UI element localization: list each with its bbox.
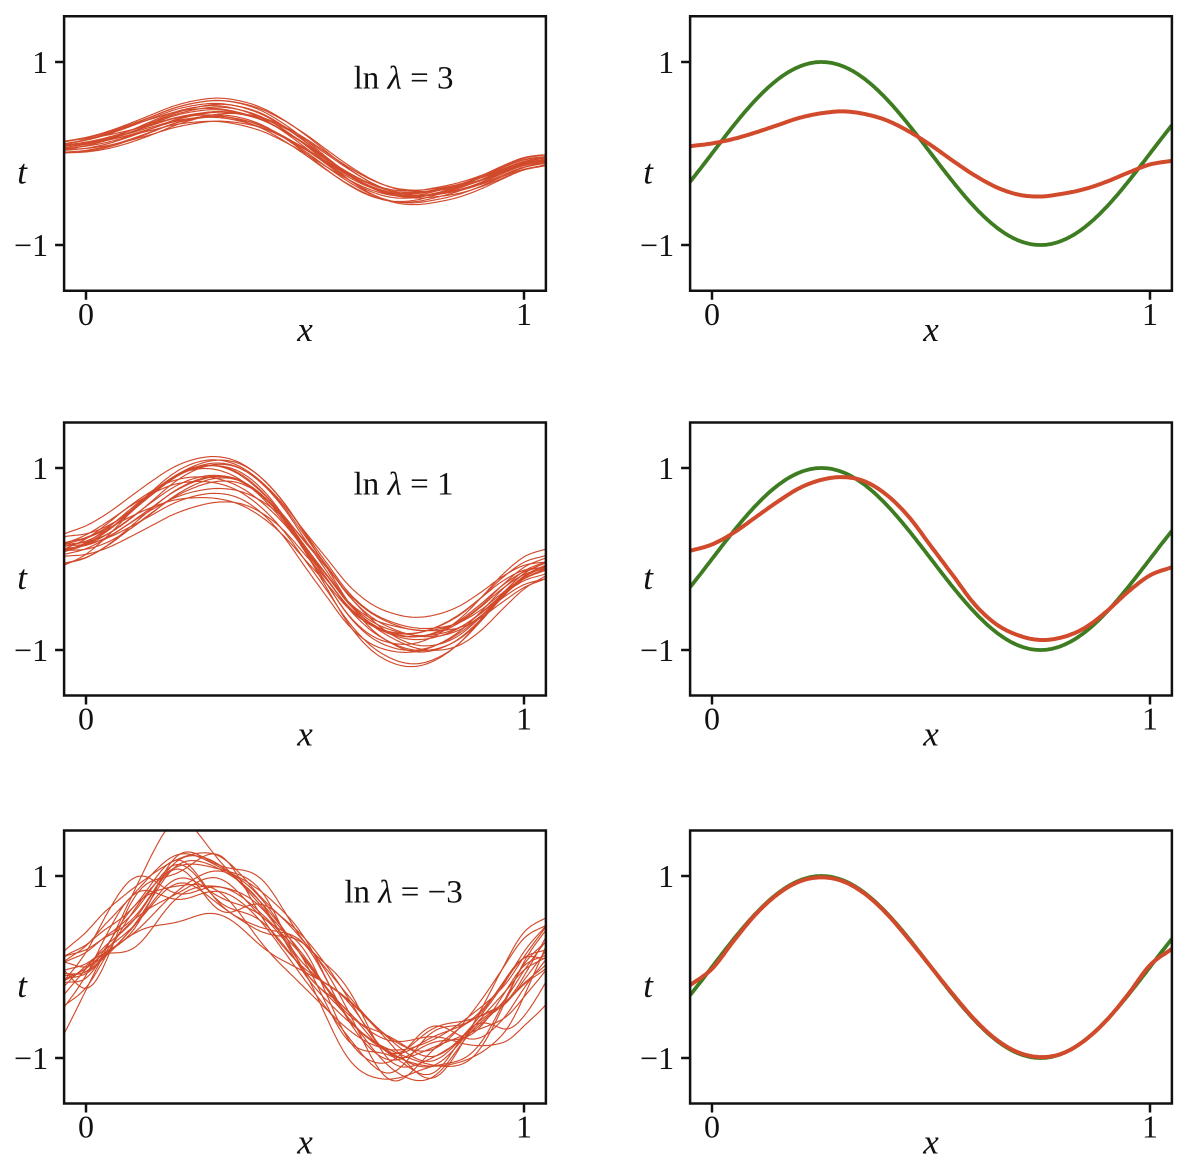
average-fit-curve (690, 475, 1172, 642)
ensemble-fit-curve (64, 882, 546, 1082)
y-tick-label: 1 (658, 450, 674, 486)
y-tick-label: 1 (32, 44, 48, 80)
x-axis-label: x (922, 310, 939, 349)
ensemble-fit-curve (64, 105, 546, 199)
x-tick-label: 0 (704, 701, 720, 737)
y-tick-label: −1 (640, 1040, 674, 1076)
axes-spine (62, 15, 548, 292)
x-tick-label: 0 (704, 1109, 720, 1145)
ensemble-fit-curve (64, 480, 546, 665)
average-fit-curve (690, 875, 1172, 1060)
ensemble-fit-curve (64, 860, 546, 1068)
ensemble-fit-curve (64, 853, 546, 1067)
x-tick-label: 1 (1142, 1109, 1158, 1145)
plot-area (690, 874, 1172, 1060)
panel-row3-right: 0 1 1 −1 x t (640, 829, 1174, 1162)
panel-row1-left: 0 1 1 −1 x t ln λ = 3 (14, 15, 548, 349)
y-axis-label: t (17, 558, 28, 597)
ensemble-fit-curve (64, 875, 546, 1067)
ensemble-fit-curve (64, 106, 546, 206)
y-axis-label: t (643, 558, 654, 597)
x-tick-label: 1 (516, 296, 532, 332)
ln-lambda-annotation: ln λ = 3 (354, 60, 454, 96)
average-fit-curve (690, 109, 1172, 199)
ensemble-fit-curve (64, 459, 546, 653)
x-axis-label: x (922, 715, 939, 754)
x-axis-label: x (922, 1123, 939, 1162)
plot-area (64, 456, 546, 668)
y-tick-label: −1 (640, 227, 674, 263)
ensemble-fit-curve (64, 456, 546, 630)
axes-spine (688, 829, 1174, 1105)
x-tick-label: 1 (1142, 296, 1158, 332)
x-tick-label: 0 (78, 701, 94, 737)
panel-row2-left: 0 1 1 −1 x t ln λ = 1 (14, 421, 548, 754)
y-tick-label: 1 (658, 858, 674, 894)
ensemble-fit-curve (64, 120, 546, 197)
ensemble-fit-curve (64, 492, 546, 653)
ensemble-fit-curve (64, 467, 546, 652)
panel-row1-right: 0 1 1 −1 x t (640, 15, 1174, 349)
panel-row3-left: 0 1 1 −1 x t ln λ = −3 (14, 829, 548, 1162)
y-axis-label: t (643, 153, 654, 192)
ln-lambda-annotation: ln λ = 1 (354, 467, 454, 503)
ensemble-fit-curve (64, 501, 546, 638)
ln-lambda-annotation: ln λ = −3 (344, 875, 462, 911)
x-axis-label: x (296, 310, 313, 349)
panel-row2-right: 0 1 1 −1 x t (640, 421, 1174, 754)
x-tick-label: 1 (1142, 701, 1158, 737)
y-tick-label: −1 (640, 632, 674, 668)
y-tick-label: −1 (14, 227, 48, 263)
plot-area (64, 830, 546, 1082)
ensemble-fit-curve (64, 487, 546, 647)
y-tick-label: 1 (658, 44, 674, 80)
axes-spine (688, 421, 1174, 697)
y-tick-label: 1 (32, 450, 48, 486)
x-tick-label: 0 (78, 296, 94, 332)
ensemble-fit-curve (64, 120, 546, 197)
truth-sine-curve (690, 466, 1172, 652)
truth-sine-curve (690, 60, 1172, 247)
y-tick-label: 1 (32, 858, 48, 894)
ensemble-fit-curve (64, 855, 546, 1058)
y-tick-label: −1 (14, 1040, 48, 1076)
y-axis-label: t (17, 153, 28, 192)
ensemble-fit-curve (64, 114, 546, 203)
x-tick-label: 0 (704, 296, 720, 332)
ensemble-fit-curve (64, 870, 546, 1047)
y-axis-label: t (17, 966, 28, 1005)
plot-area (64, 97, 546, 206)
plot-area (690, 466, 1172, 652)
axes-spine (62, 421, 548, 697)
y-axis-label: t (643, 966, 654, 1005)
plot-area (690, 60, 1172, 247)
ensemble-fit-curve (64, 480, 546, 632)
ensemble-fit-curve (64, 115, 546, 204)
x-axis-label: x (296, 715, 313, 754)
axes-spine (62, 829, 548, 1105)
ensemble-fit-curve (64, 884, 546, 1051)
axes-spine (688, 15, 1174, 292)
ensemble-fit-curve (64, 863, 546, 1082)
x-tick-label: 0 (78, 1109, 94, 1145)
x-tick-label: 1 (516, 701, 532, 737)
x-axis-label: x (296, 1123, 313, 1162)
x-tick-label: 1 (516, 1109, 532, 1145)
y-tick-label: −1 (14, 632, 48, 668)
